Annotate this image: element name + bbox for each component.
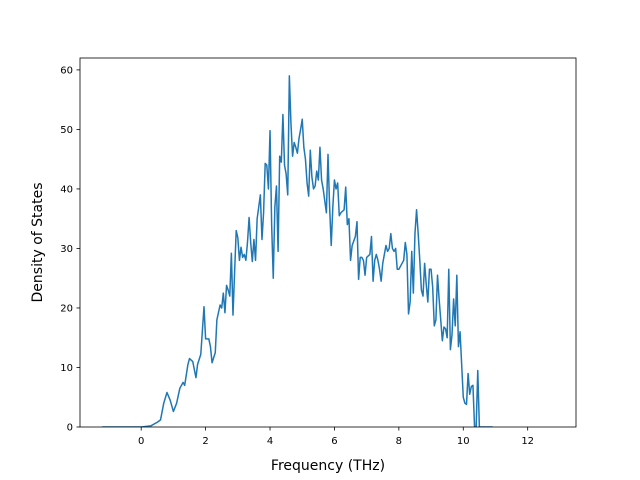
x-tick-label: 2 <box>202 436 208 447</box>
x-tick-label: 10 <box>457 436 470 447</box>
axes-frame <box>79 57 577 428</box>
x-tick-label: 8 <box>396 436 402 447</box>
y-tick-label: 40 <box>60 184 73 195</box>
series-line-0 <box>101 75 494 427</box>
plot-area <box>101 75 494 427</box>
x-tick-label: 4 <box>267 436 273 447</box>
axis-ticks: 0 2 4 6 8 10 12 0 10 20 30 40 50 60 <box>60 65 534 447</box>
y-tick-label: 30 <box>60 244 73 255</box>
y-tick-label: 0 <box>67 423 73 434</box>
x-tick-label: 12 <box>521 436 534 447</box>
y-axis-label: Density of States <box>30 183 46 303</box>
x-tick-label: 0 <box>138 436 144 447</box>
x-axis-label: Frequency (THz) <box>271 458 385 474</box>
y-tick-label: 10 <box>60 363 73 374</box>
y-tick-label: 20 <box>60 303 73 314</box>
y-tick-label: 60 <box>60 65 73 76</box>
x-tick-label: 6 <box>331 436 337 447</box>
y-tick-label: 50 <box>60 125 73 136</box>
